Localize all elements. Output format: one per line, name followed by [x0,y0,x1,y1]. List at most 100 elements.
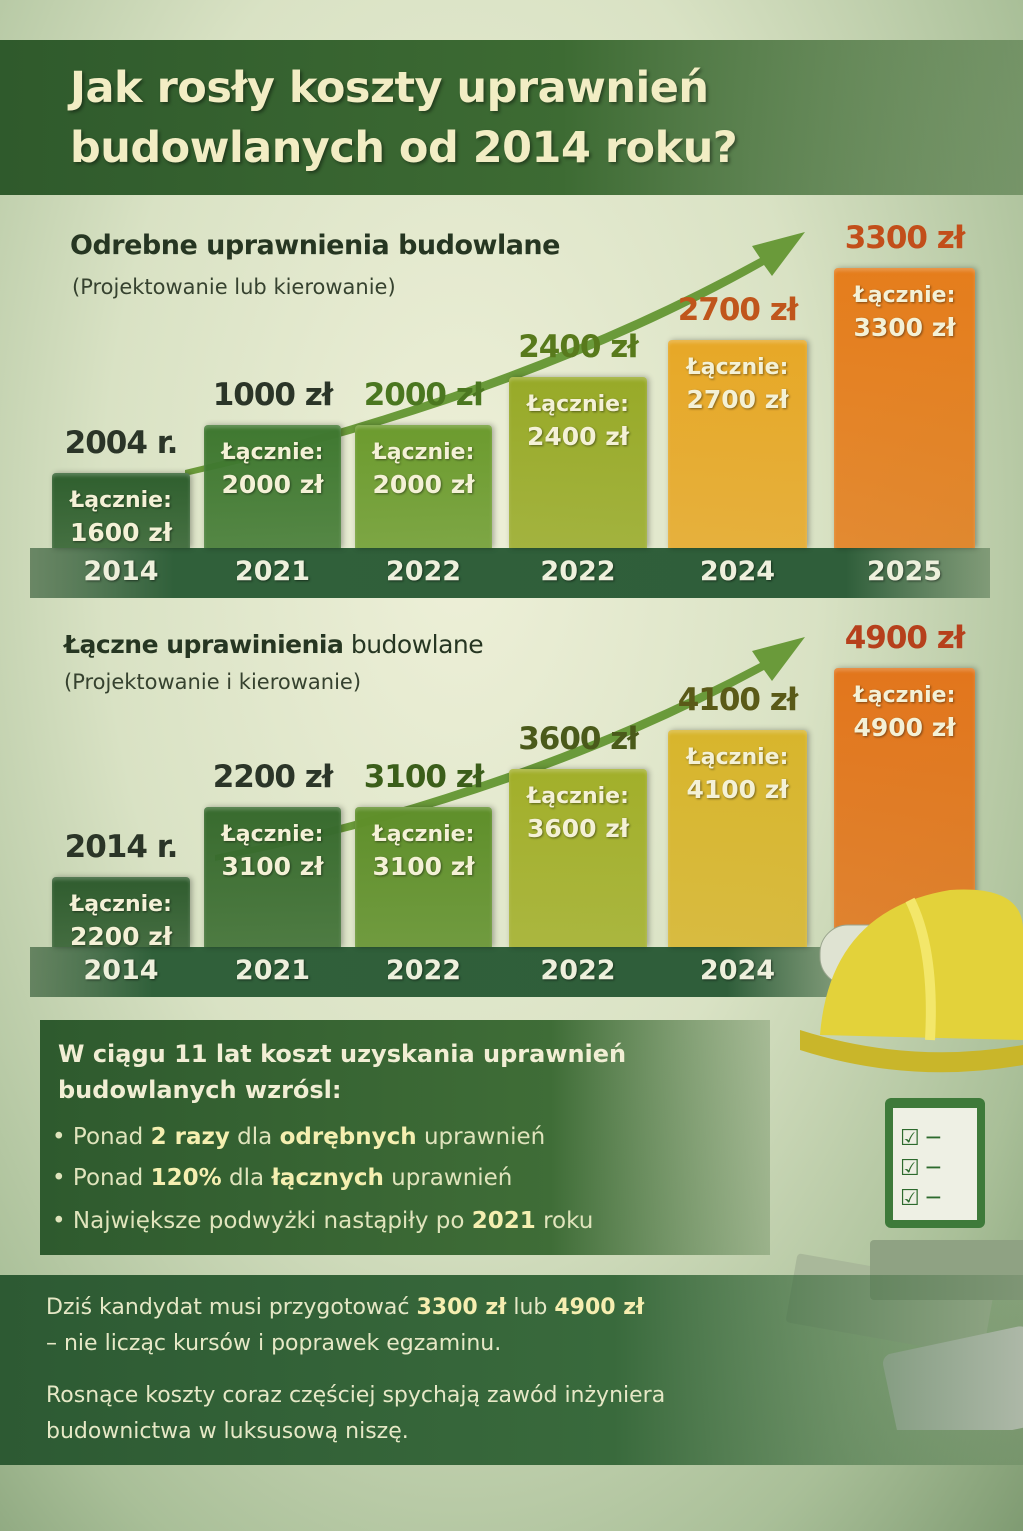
svg-text:☑ ─: ☑ ─ [900,1156,941,1181]
text: Ponad [72,1124,151,1150]
bar-top-label: 3600 zł [518,720,639,757]
bar: Łącznie: 1600 zł [52,473,190,548]
bar-inner-value: 3100 zł [221,852,324,882]
bar-inner-label: Łącznie: [221,439,324,465]
chart1-title-bold: Odrebne uprawnienia budowlane [70,230,560,261]
highlight: 120% [150,1165,222,1191]
highlight: łącznych [271,1165,384,1191]
conclusion-paragraph-1: Dziś kandydat musi przygotować 3300 zł l… [46,1290,644,1362]
x-tick-label: 2025 [866,556,943,587]
bar-inner-label: Łącznie: [853,683,956,708]
bar: Łącznie: 4100 zł [668,729,807,947]
bar-inner-value: 4100 zł [686,774,789,804]
bar-inner-value: 3100 zł [372,852,475,882]
bar: Łącznie: 2700 zł [668,340,807,548]
bullet-dot: • [52,1165,66,1191]
bar-inner-value: 2000 zł [221,469,324,499]
svg-text:☑ ─: ☑ ─ [900,1126,941,1151]
bullet-dot: • [52,1208,66,1234]
bar-inner-value: 1600 zł [69,518,173,547]
bullet-dot: • [52,1124,66,1150]
bar-inner-label: Łącznie: [70,488,172,513]
conclusion-paragraph-2: Rosnące koszty coraz częściej spychają z… [46,1378,665,1450]
x-tick-label: 2024 [699,556,776,587]
bar-top-label: 4100 zł [677,681,799,718]
bar-inner-value: 3300 zł [853,313,956,342]
summary-bullet-1: • Ponad 2 razy dla odrębnych uprawnień [52,1124,545,1150]
text: dla [221,1165,272,1191]
x-tick-label: 2022 [540,556,616,587]
summary-bullet-3: • Największe podwyżki nastąpiły po 2021 … [52,1208,593,1234]
bar-top-label: 3300 zł [844,220,966,256]
text: uprawnień [383,1165,513,1191]
bar-inner-value: 3600 zł [526,813,630,843]
text: roku [535,1208,594,1234]
text: lub [506,1295,555,1320]
x-tick-label: 2014 [83,955,159,986]
bar-top-label: 3100 zł [363,759,485,796]
chart2-subtitle: (Projektowanie i kierowanie) [64,670,362,694]
bar: Łącznie: 3600 zł [509,768,647,947]
bar-inner-value: 4900 zł [853,713,956,742]
bar-inner-label: Łącznie: [372,439,475,465]
bar: Łącznie: 2200 zł [52,877,190,951]
text: – nie licząc kursów i poprawek egzaminu. [46,1331,502,1356]
highlight: 3300 zł [416,1295,507,1320]
text: uprawnień [416,1124,546,1150]
bar-inner-label: Łącznie: [527,391,629,417]
bar: Łącznie: 2000 zł [204,424,341,548]
bar-top-label: 2000 zł [363,376,485,413]
bar-inner-value: 2200 zł [69,922,173,951]
bar-inner-value: 2000 zł [372,469,475,499]
title-band [0,40,1023,195]
bar-top-label: 2200 zł [212,759,334,796]
chart1-year-band [30,548,990,598]
clipboard-checklist-icon: ☑ ─ ☑ ─ ☑ ─ [885,1098,985,1228]
text: Ponad [72,1165,151,1191]
highlight: odrębnych [279,1124,417,1150]
summary-title-line-2: budowlanych wzrósl: [58,1076,342,1104]
conclusion-band [0,1275,1023,1465]
x-tick-label: 2021 [234,556,311,587]
highlight: 2021 [471,1208,536,1234]
x-tick-label: 2022 [540,955,616,986]
bar-inner-label: Łącznie: [686,744,789,770]
x-tick-label: 2022 [385,955,462,986]
text: budownictwa w luksusową niszę. [46,1419,409,1444]
bar: Łącznie: 3300 zł [834,268,975,548]
bar-inner-value: 2700 zł [686,385,789,415]
helmet-icon [800,889,1023,1073]
chart2-year-band [30,947,850,997]
bar-inner-label: Łącznie: [70,892,172,917]
x-tick-label: 2024 [699,955,776,986]
title-line-1: Jak rosły koszty uprawnień [70,63,709,113]
title-line-2: budowlanych od 2014 roku? [70,123,738,173]
bar-inner-label: Łącznie: [372,822,475,848]
summary-box [40,1020,770,1255]
bar-top-label: 4900 zł [844,620,966,656]
chart1-subtitle: (Projektowanie lub kierowanie) [72,275,396,299]
bar-inner-label: Łącznie: [853,283,956,308]
text: Największe podwyżki nastąpiły po [72,1208,472,1234]
text: Rosnące koszty coraz częściej spychają z… [46,1383,666,1408]
bar-inner-label: Łącznie: [221,822,324,848]
bar-inner-label: Łącznie: [686,355,789,381]
bar: Łącznie: 3100 zł [204,807,341,947]
text: Dziś kandydat musi przygotować [46,1295,417,1320]
bar-inner-label: Łącznie: [527,783,629,809]
x-tick-label: 2021 [234,955,311,986]
bar-top-label: 2400 zł [518,328,639,365]
chart2-title: Łączne uprawinienia budowlane [64,630,484,659]
bar: Łącznie: 4900 zł [834,668,975,947]
page-title: Jak rosły koszty uprawnień budowlanych o… [70,58,738,178]
summary-bullet-2: • Ponad 120% dla łącznych uprawnień [52,1165,512,1191]
chart2-title-rest: budowlane [343,630,484,659]
bar: Łącznie: 3100 zł [355,807,492,947]
chart2-title-bold: Łączne uprawinienia [64,630,344,659]
bar: Łącznie: 2000 zł [355,424,492,548]
highlight: 4900 zł [554,1295,645,1320]
x-tick-label: 2022 [385,556,462,587]
bar-top-label: 2700 zł [677,292,799,329]
bar-top-label: 2014 r. [64,829,179,865]
bar-top-label: 1000 zł [212,376,334,413]
